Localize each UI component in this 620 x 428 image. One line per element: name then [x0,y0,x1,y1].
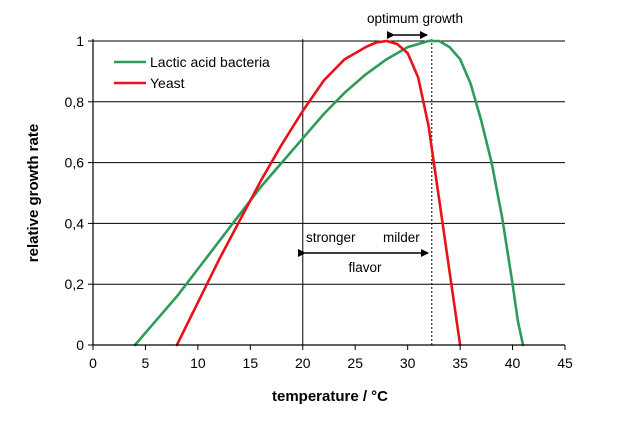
y-tick-label: 0,4 [65,215,85,231]
y-tick-label: 0,2 [65,276,85,292]
legend-label-yeast: Yeast [150,75,185,91]
series-line-yeast [175,39,462,347]
reference-lines [302,39,433,345]
annotations: optimum growth stronger milder flavor [298,11,463,275]
y-tick-label: 0,6 [65,155,85,171]
x-tick-label: 10 [190,355,206,371]
axes [88,39,566,350]
x-tick-label: 0 [89,355,97,371]
legend: Lactic acid bacteria Yeast [114,54,270,91]
y-axis-title: relative growth rate [25,124,42,262]
x-axis-title: temperature / °C [272,388,388,405]
y-tick-label: 0,8 [65,94,85,110]
x-tick-label: 40 [505,355,521,371]
y-tick-label: 1 [76,33,84,49]
x-tick-label: 15 [243,355,259,371]
x-tick-label: 35 [452,355,468,371]
flavor-label: flavor [348,260,382,275]
optimum-growth-label: optimum growth [367,11,463,26]
stronger-label: stronger [306,230,356,245]
series-lines [133,39,525,347]
y-tick-label: 0 [76,337,84,353]
gridlines [93,40,565,285]
x-tick-label: 25 [347,355,363,371]
x-tick-label: 20 [295,355,311,371]
tick-labels: 00,20,40,60,810 5 10 15 20 25 30 35 40 45 [65,33,573,371]
x-tick-label: 45 [557,355,573,371]
x-tick-label: 5 [142,355,150,371]
series-line-lactic-acid-bacteria [133,39,525,347]
milder-label: milder [383,230,420,245]
legend-label-lactic: Lactic acid bacteria [150,54,270,70]
x-tick-label: 30 [400,355,416,371]
